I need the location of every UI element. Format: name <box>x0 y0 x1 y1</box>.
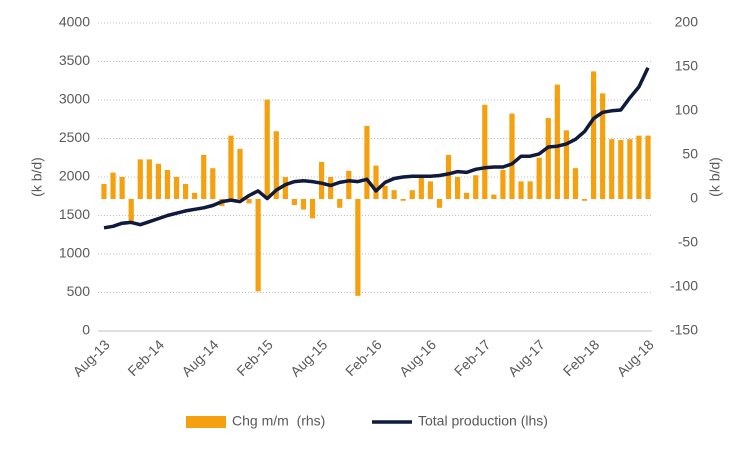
bar <box>482 104 488 199</box>
bar <box>436 199 443 208</box>
bar <box>119 177 125 199</box>
bar <box>183 184 189 199</box>
bar <box>246 199 252 204</box>
bar <box>210 168 216 199</box>
bar <box>319 162 325 199</box>
y-tick-label: 0 <box>82 322 90 338</box>
x-tick-label: Feb-17 <box>451 336 494 379</box>
y2-tick-label: 100 <box>675 102 699 118</box>
y-tick-label: 500 <box>67 283 91 299</box>
bar <box>128 199 134 221</box>
bar <box>473 175 479 199</box>
x-tick-label: Aug-13 <box>69 336 112 379</box>
y-tick-label: 3000 <box>59 91 90 107</box>
x-tick-label: Aug-14 <box>178 336 221 379</box>
bar <box>228 135 234 199</box>
bar <box>328 177 334 199</box>
bar <box>527 181 533 199</box>
y-tick-label: 4000 <box>59 14 90 30</box>
bar <box>500 169 506 199</box>
bar <box>409 190 415 199</box>
bar <box>636 135 642 199</box>
bar <box>400 199 406 201</box>
bar <box>455 177 461 199</box>
bar <box>509 113 515 199</box>
x-tick-label: Aug-18 <box>613 336 656 379</box>
bar <box>609 139 615 199</box>
x-tick-label: Feb-14 <box>124 336 167 379</box>
y-tick-label: 3500 <box>59 52 90 68</box>
bar <box>536 157 542 199</box>
bar <box>418 177 424 199</box>
bar <box>491 194 497 199</box>
y2-tick-label: -50 <box>678 234 698 250</box>
y2-tick-label: -150 <box>670 322 698 338</box>
y2-axis-label: (k b/d) <box>707 157 723 197</box>
y-tick-label: 2500 <box>59 129 90 145</box>
x-tick-label: Feb-16 <box>342 336 385 379</box>
x-tick-label: Feb-15 <box>233 336 276 379</box>
bar <box>255 199 261 292</box>
y2-tick-label: 0 <box>690 190 698 206</box>
bar <box>563 130 569 199</box>
bar <box>309 199 316 219</box>
bar <box>382 185 388 199</box>
line <box>103 66 650 230</box>
y-axis-label: (k b/d) <box>29 157 45 197</box>
bar <box>173 177 180 199</box>
x-tick-label: Aug-15 <box>287 336 330 379</box>
bar <box>545 118 551 199</box>
bar <box>600 93 606 199</box>
bar <box>554 84 560 199</box>
bar <box>237 148 243 199</box>
y-tick-label: 1500 <box>59 206 90 222</box>
bar <box>201 155 207 199</box>
bar <box>273 131 279 199</box>
legend-label: Chg m/m (rhs) <box>232 413 325 429</box>
bar <box>300 199 307 210</box>
y2-tick-label: 50 <box>682 146 698 162</box>
y2-tick-label: 150 <box>675 58 699 74</box>
bar <box>291 199 297 206</box>
bar <box>373 165 379 199</box>
bar <box>627 139 633 199</box>
bar <box>164 169 171 199</box>
y2-tick-label: 200 <box>675 14 699 30</box>
bar <box>146 159 152 199</box>
bar <box>355 199 361 296</box>
bar <box>101 184 107 199</box>
bar <box>364 125 370 199</box>
x-tick-label: Feb-18 <box>560 336 603 379</box>
bar <box>427 181 433 199</box>
bar <box>464 192 470 199</box>
bar <box>110 172 116 199</box>
bar <box>618 140 624 199</box>
bar <box>155 163 161 199</box>
bar <box>391 190 397 199</box>
bar <box>591 71 597 199</box>
bar <box>581 199 588 201</box>
x-tick-label: Aug-17 <box>505 336 548 379</box>
bar <box>264 99 270 199</box>
bar <box>282 177 288 199</box>
bar <box>346 170 352 199</box>
legend-label: Total production (lhs) <box>418 413 548 429</box>
bar <box>518 181 524 199</box>
y-tick-label: 2000 <box>59 168 90 184</box>
y2-tick-label: -100 <box>670 278 698 294</box>
y-tick-label: 1000 <box>59 245 90 261</box>
x-tick-label: Aug-16 <box>396 336 439 379</box>
bar <box>137 159 143 199</box>
bar <box>445 155 452 199</box>
bar <box>337 199 343 208</box>
bar <box>645 135 651 199</box>
bar <box>572 168 579 199</box>
legend-swatch <box>186 416 226 428</box>
bar <box>192 192 198 199</box>
